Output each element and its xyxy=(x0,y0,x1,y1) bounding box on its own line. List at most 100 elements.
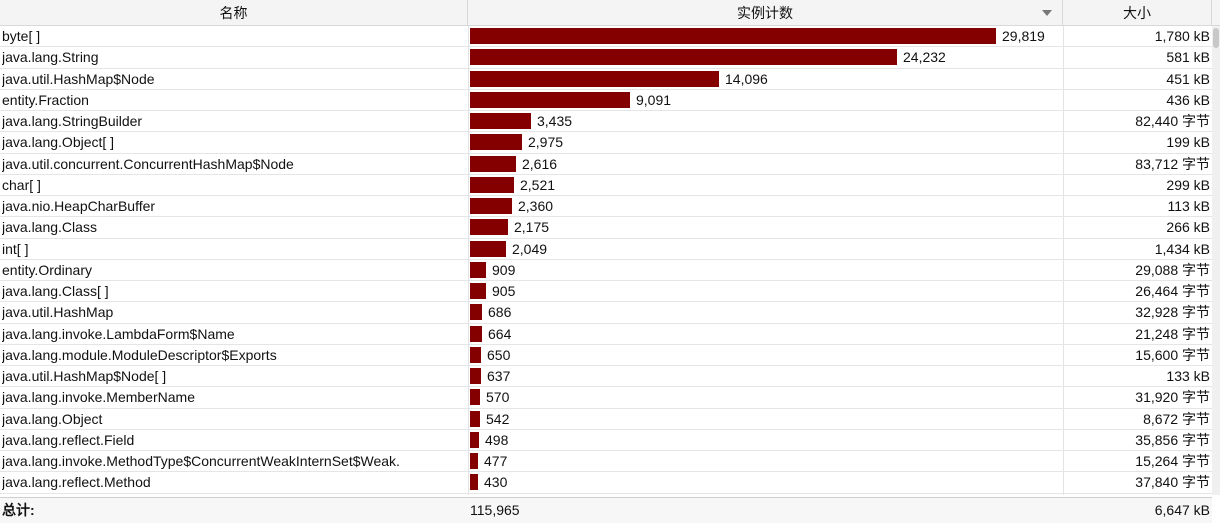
instance-count-value: 477 xyxy=(484,453,508,469)
instance-count-bar xyxy=(470,261,486,278)
instance-count-cell: 24,232 xyxy=(468,47,1063,68)
size-cell: 21,248 字节 xyxy=(1135,325,1210,342)
instance-count-bar xyxy=(470,70,719,87)
vertical-scrollbar[interactable] xyxy=(1212,26,1220,495)
column-header-size[interactable]: 大小 xyxy=(1063,0,1212,26)
sort-descending-icon xyxy=(1042,10,1052,16)
size-cell: 133 kB xyxy=(1166,368,1210,384)
instance-count-value: 2,616 xyxy=(522,155,558,172)
column-header-count-label: 实例计数 xyxy=(737,5,793,21)
table-row[interactable]: entity.Ordinary 909 29,088 字节 xyxy=(0,260,1212,281)
totals-size: 6,647 kB xyxy=(1154,502,1210,518)
size-cell: 15,264 字节 xyxy=(1135,453,1210,469)
table-row[interactable]: java.nio.HeapCharBuffer 2,360 113 kB xyxy=(0,196,1212,218)
class-name-cell: java.lang.invoke.LambdaForm$Name xyxy=(2,325,235,342)
instance-count-cell: 2,521 xyxy=(468,175,1063,196)
instance-count-cell: 3,435 xyxy=(468,111,1063,132)
table-row[interactable]: java.lang.Class[ ] 905 26,464 字节 xyxy=(0,281,1212,303)
instance-count-value: 686 xyxy=(488,304,512,321)
size-cell: 113 kB xyxy=(1167,198,1210,214)
size-cell: 26,464 字节 xyxy=(1135,283,1210,299)
size-cell: 37,840 字节 xyxy=(1135,474,1210,491)
table-body: byte[ ] 29,819 1,780 kB java.lang.String 24,… xyxy=(0,26,1212,495)
instance-count-value: 570 xyxy=(486,389,510,406)
instance-count-cell: 664 xyxy=(468,324,1063,345)
table-row[interactable]: java.lang.module.ModuleDescriptor$Export… xyxy=(0,345,1212,366)
size-cell: 29,088 字节 xyxy=(1135,261,1210,278)
table-row[interactable]: java.lang.reflect.Method 430 37,840 字节 xyxy=(0,472,1212,494)
instance-count-bar xyxy=(470,410,480,427)
table-row[interactable]: java.util.HashMap$Node[ ] 637 133 kB xyxy=(0,366,1212,388)
column-header-name[interactable]: 名称 xyxy=(0,0,468,26)
instance-count-bar xyxy=(470,346,481,363)
class-name-cell: java.util.HashMap$Node[ ] xyxy=(2,368,167,384)
table-row[interactable]: entity.Fraction 9,091 436 kB xyxy=(0,90,1212,111)
instance-count-value: 9,091 xyxy=(636,91,672,108)
instance-count-cell: 477 xyxy=(468,451,1063,472)
instance-count-value: 3,435 xyxy=(537,113,573,129)
column-divider xyxy=(1063,26,1064,495)
table-row[interactable]: java.lang.invoke.MethodType$ConcurrentWe… xyxy=(0,451,1212,473)
table-row[interactable]: java.util.concurrent.ConcurrentHashMap$N… xyxy=(0,154,1212,175)
instance-count-value: 430 xyxy=(484,474,508,491)
instance-count-value: 2,175 xyxy=(514,219,550,236)
instance-count-bar xyxy=(470,325,482,342)
instance-count-cell: 637 xyxy=(468,366,1063,387)
table-row[interactable]: java.util.HashMap 686 32,928 字节 xyxy=(0,302,1212,324)
instance-count-value: 2,360 xyxy=(518,198,554,214)
table-row[interactable]: java.lang.StringBuilder 3,435 82,440 字节 xyxy=(0,111,1212,133)
size-cell: 35,856 字节 xyxy=(1135,431,1210,448)
instance-count-cell: 29,819 xyxy=(468,26,1063,47)
instance-count-bar xyxy=(470,283,486,299)
class-name-cell: java.lang.Object[ ] xyxy=(2,134,115,151)
class-name-cell: java.lang.Object xyxy=(2,410,103,427)
instance-count-bar xyxy=(470,368,481,384)
instance-count-bar xyxy=(470,28,996,44)
table-row[interactable]: byte[ ] 29,819 1,780 kB xyxy=(0,26,1212,48)
size-cell: 436 kB xyxy=(1166,91,1210,108)
table-row[interactable]: java.lang.invoke.LambdaForm$Name 664 21,24… xyxy=(0,324,1212,345)
instance-count-value: 664 xyxy=(488,325,512,342)
table-row[interactable]: java.lang.Object[ ] 2,975 199 kB xyxy=(0,132,1212,154)
table-row[interactable]: java.lang.invoke.MemberName 570 31,920 字节 xyxy=(0,387,1212,409)
instance-count-cell: 905 xyxy=(468,281,1063,302)
instance-count-bar xyxy=(470,91,630,108)
class-name-cell: java.lang.String xyxy=(2,49,99,66)
table-row[interactable]: java.lang.reflect.Field 498 35,856 字节 xyxy=(0,430,1212,451)
size-cell: 32,928 字节 xyxy=(1135,304,1210,321)
instance-count-cell: 2,049 xyxy=(468,239,1063,260)
table-row[interactable]: java.lang.String 24,232 581 kB xyxy=(0,47,1212,69)
class-name-cell: java.lang.invoke.MethodType$ConcurrentWe… xyxy=(2,453,400,469)
totals-row: 总计: 115,965 6,647 kB xyxy=(0,497,1212,523)
instance-count-value: 905 xyxy=(492,283,516,299)
table-row[interactable]: int[ ] 2,049 1,434 kB xyxy=(0,239,1212,260)
size-cell: 199 kB xyxy=(1166,134,1210,151)
class-name-cell: java.util.HashMap$Node xyxy=(2,70,155,87)
class-name-cell: java.lang.Class[ ] xyxy=(2,283,109,299)
table-row[interactable]: char[ ] 2,521 299 kB xyxy=(0,175,1212,196)
instance-count-bar xyxy=(470,474,478,491)
totals-label: 总计: xyxy=(2,502,35,518)
class-name-cell: java.lang.Class xyxy=(2,219,97,236)
column-header-count[interactable]: 实例计数 xyxy=(468,0,1063,26)
size-cell: 31,920 字节 xyxy=(1135,389,1210,406)
size-cell: 266 kB xyxy=(1166,219,1210,236)
instance-count-bar xyxy=(470,198,512,214)
instance-count-bar xyxy=(470,113,531,129)
class-name-cell: char[ ] xyxy=(2,176,41,193)
instance-count-bar xyxy=(470,304,482,321)
instance-count-cell: 9,091 xyxy=(468,90,1063,111)
instance-count-bar xyxy=(470,453,478,469)
class-name-cell: entity.Ordinary xyxy=(2,261,92,278)
class-name-cell: int[ ] xyxy=(2,240,29,257)
instance-count-bar xyxy=(470,155,516,172)
instance-count-cell: 14,096 xyxy=(468,69,1063,90)
instance-count-value: 637 xyxy=(487,368,511,384)
scrollbar-thumb[interactable] xyxy=(1213,28,1219,48)
instance-count-value: 542 xyxy=(486,410,510,427)
table-row[interactable]: java.util.HashMap$Node 14,096 451 kB xyxy=(0,69,1212,90)
instance-count-value: 650 xyxy=(487,346,511,363)
table-row[interactable]: java.lang.Object 542 8,672 字节 xyxy=(0,409,1212,430)
table-row[interactable]: java.lang.Class 2,175 266 kB xyxy=(0,217,1212,239)
